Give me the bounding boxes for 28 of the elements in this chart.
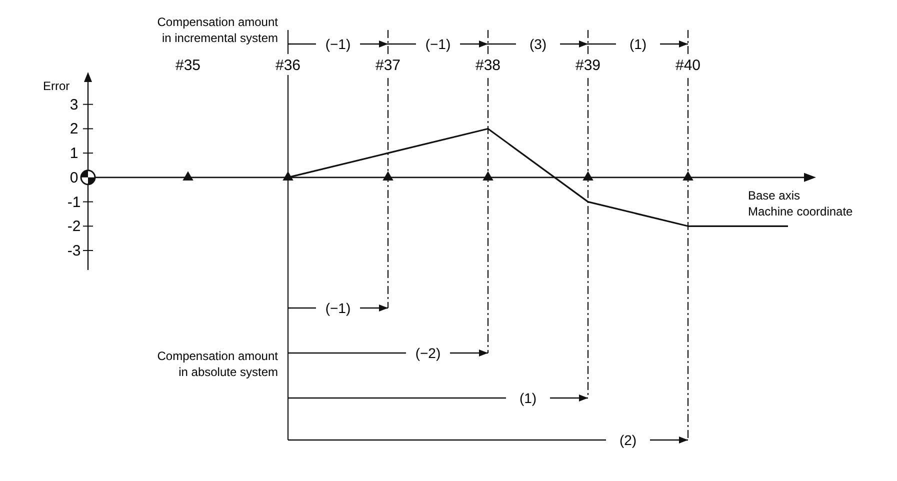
x-tick-label: #36 (275, 57, 301, 74)
y-tick-label: 1 (70, 145, 78, 162)
text: (−1) (425, 36, 451, 52)
text: (2) (619, 432, 637, 448)
x-tick-label: #40 (675, 57, 701, 74)
text: (−2) (415, 345, 441, 361)
x-tick-label: #39 (575, 57, 601, 74)
y-tick-label: 2 (70, 120, 78, 138)
y-tick-label: -2 (67, 218, 81, 236)
y-tick-label: -3 (67, 242, 81, 260)
text: in incremental system (162, 31, 278, 45)
text: (3) (529, 36, 547, 52)
text: (−1) (325, 300, 351, 316)
y-axis-title: Error (43, 79, 70, 93)
annotation: Machine coordinate (748, 204, 854, 218)
text: (1) (519, 390, 537, 406)
text: (−1) (325, 36, 351, 52)
text: in absolute system (178, 365, 278, 379)
y-tick-label: -1 (67, 194, 81, 211)
x-tick-label: #38 (475, 57, 501, 74)
text: Compensation amount (157, 15, 279, 29)
x-tick-label: #35 (175, 57, 201, 74)
text: (1) (629, 36, 647, 52)
text: Compensation amount (157, 349, 279, 363)
y-tick-label: 3 (70, 96, 78, 114)
y-tick-label: 0 (70, 169, 78, 186)
annotation: Base axis (748, 188, 800, 202)
x-tick-label: #37 (375, 57, 401, 74)
